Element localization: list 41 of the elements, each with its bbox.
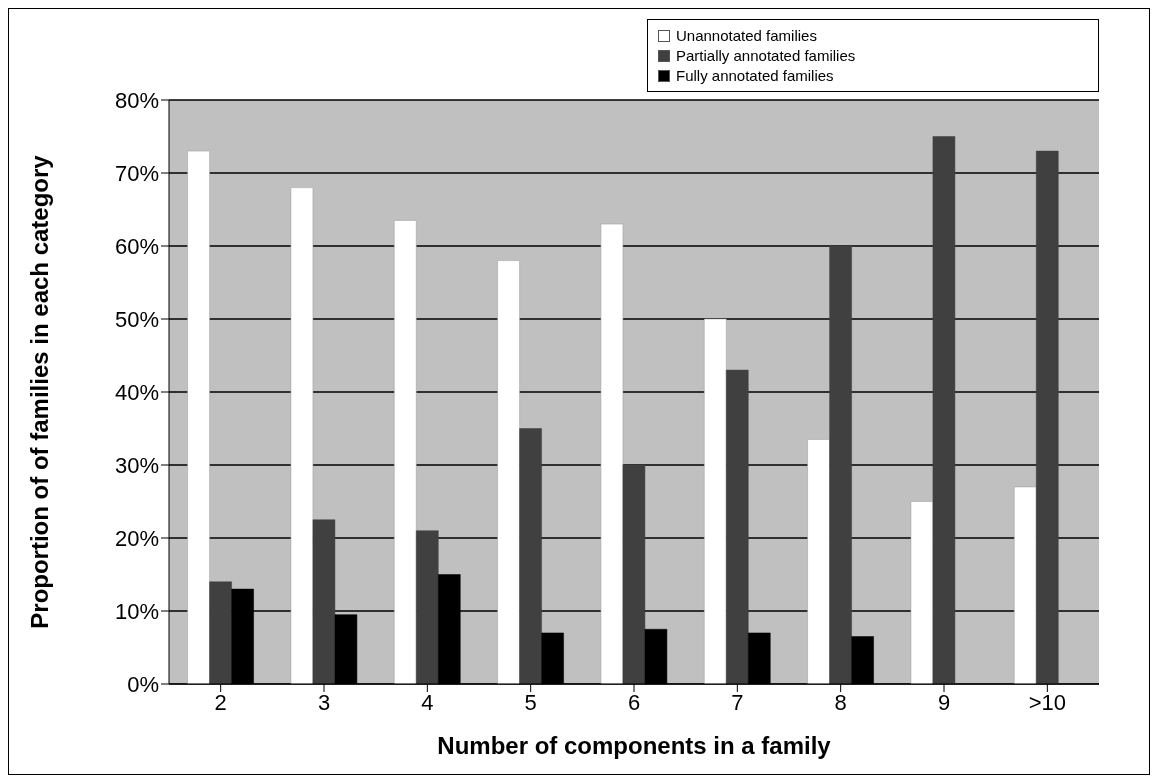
- x-tick-label: 9: [937, 689, 951, 715]
- x-tick-label: 7: [731, 689, 744, 715]
- bar: [497, 260, 520, 684]
- y-tick-label: 50%: [114, 306, 159, 332]
- bar: [312, 519, 336, 684]
- x-tick-label: 6: [627, 689, 641, 715]
- y-tick-label: 80%: [114, 87, 159, 113]
- y-tick-label: 20%: [114, 525, 159, 551]
- bar: [704, 318, 727, 684]
- x-tick-label: 8: [834, 689, 847, 715]
- bar: [726, 369, 749, 684]
- legend-label: Partially annotated families: [676, 47, 856, 64]
- legend-label: Fully annotated families: [676, 67, 834, 84]
- y-tick-label: 30%: [114, 452, 159, 478]
- x-tick-label: 3: [317, 689, 331, 715]
- x-tick-label: 5: [524, 689, 537, 715]
- x-tick-label: 2: [214, 689, 227, 715]
- bar: [519, 428, 542, 684]
- y-tick-label: 40%: [114, 379, 159, 405]
- bar: [209, 581, 232, 684]
- bar: [1014, 486, 1037, 684]
- bar: [290, 187, 314, 684]
- y-tick-label: 10%: [114, 598, 159, 624]
- y-tick-label: 60%: [114, 233, 159, 259]
- x-tick-label: >10: [1028, 689, 1066, 715]
- bar: [394, 220, 417, 684]
- x-axis-title: Number of components in a family: [437, 732, 832, 759]
- bar: [829, 245, 852, 684]
- legend-label: Unannotated families: [676, 27, 817, 44]
- bar: [932, 136, 956, 684]
- bar: [807, 439, 830, 684]
- bar: [1036, 150, 1059, 684]
- x-tick-label: 4: [421, 689, 434, 715]
- bar: [600, 223, 624, 684]
- bar: [622, 464, 646, 684]
- y-axis-title: Proportion of of families in each category: [25, 154, 53, 629]
- bar: [910, 501, 934, 684]
- bar: [187, 150, 210, 684]
- bar: [416, 530, 439, 684]
- y-tick-label: 0%: [127, 671, 159, 697]
- y-tick-label: 70%: [114, 160, 159, 186]
